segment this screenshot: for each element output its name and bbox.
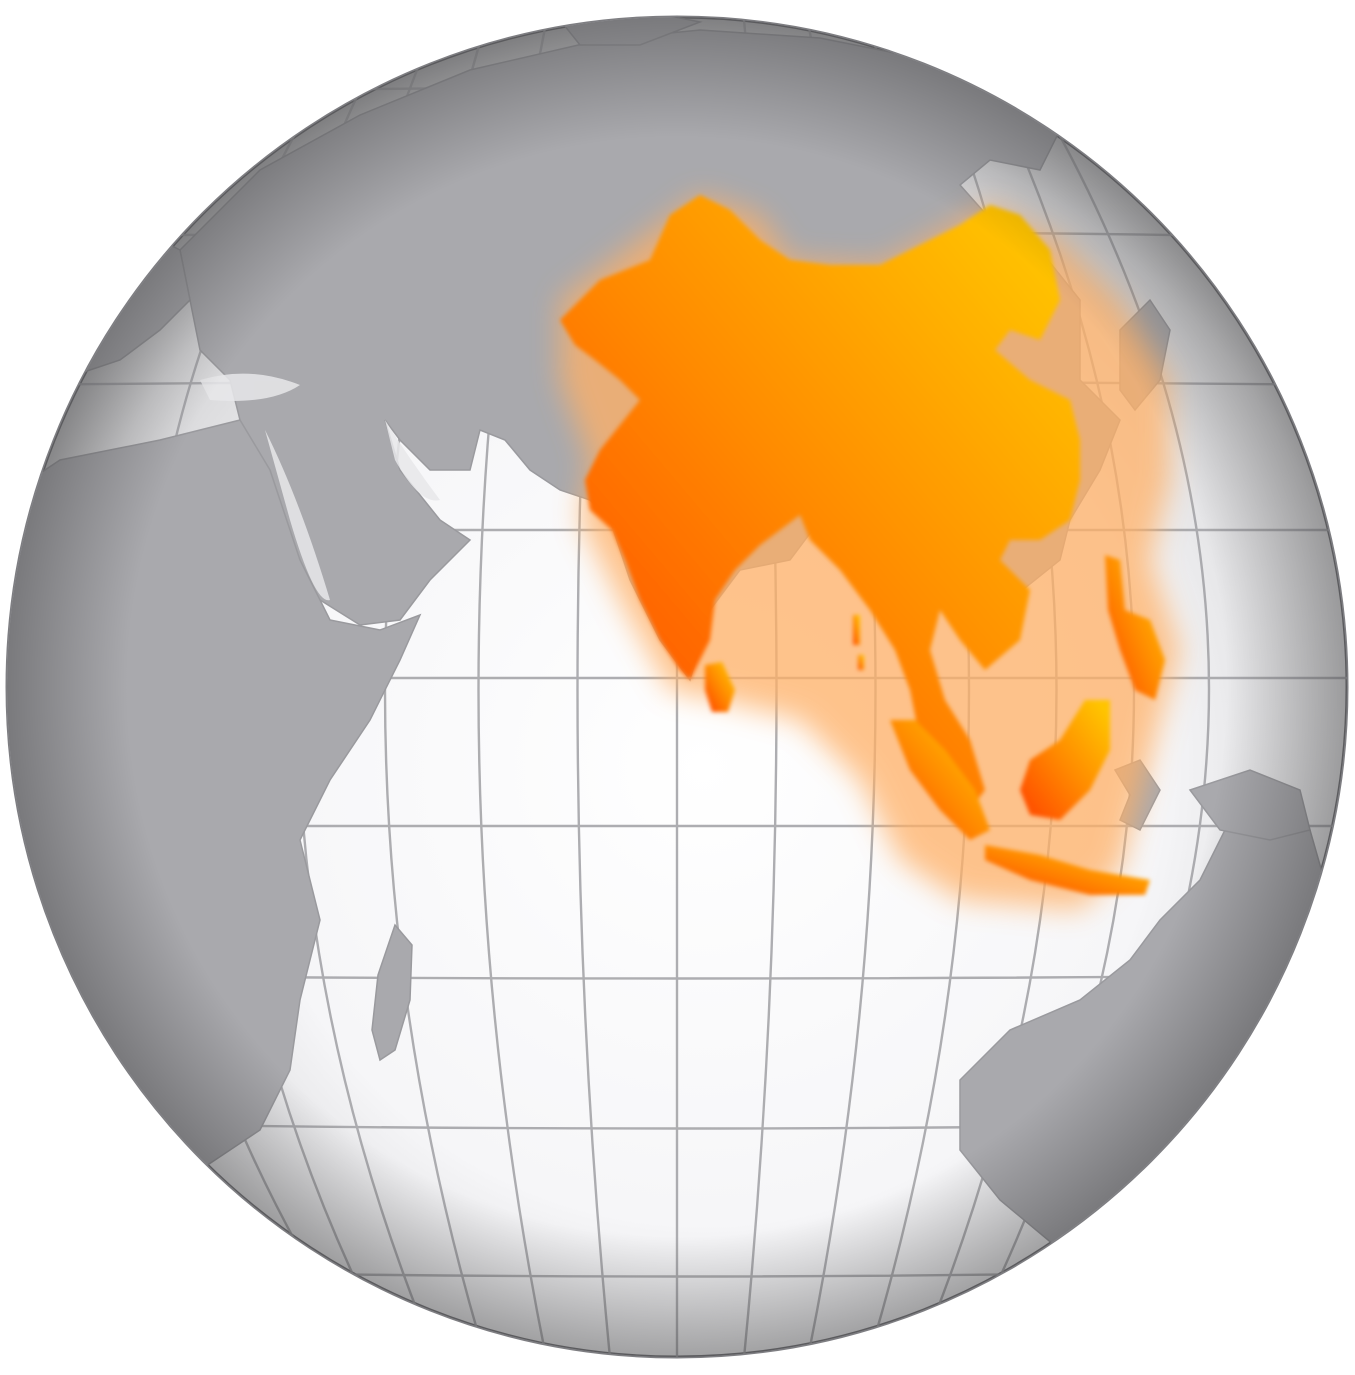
globe-rim-shade [7,17,1347,1357]
